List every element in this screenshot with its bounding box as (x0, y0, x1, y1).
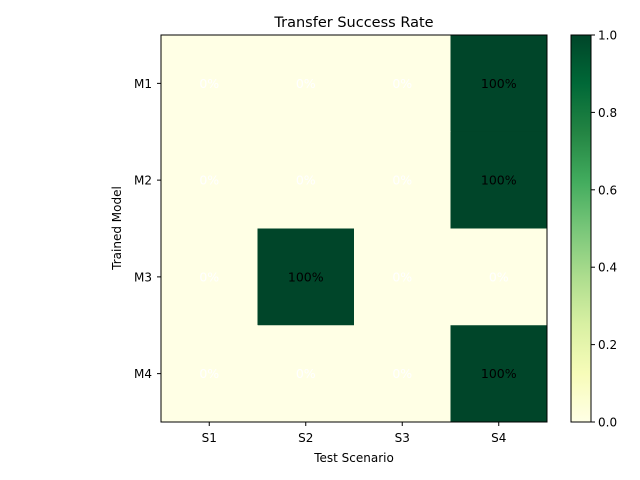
cell-value-label: 0% (296, 76, 316, 91)
colorbar-tick-label: 0.2 (598, 338, 617, 352)
colorbar-tick-label: 0.0 (598, 416, 617, 430)
heatmap-cell-M1-S4 (450, 35, 548, 133)
cell-value-label: 100% (481, 366, 517, 381)
x-tick-label: S1 (202, 431, 217, 445)
heatmap-cell-M3-S4 (450, 228, 548, 326)
cell-value-label: 0% (392, 366, 412, 381)
heatmap-cell-M4-S1 (161, 325, 258, 423)
y-tick-label: M1 (134, 77, 152, 91)
cell-value-label: 0% (392, 269, 412, 284)
cell-value-label: 0% (199, 173, 219, 188)
x-tick-label: S2 (298, 431, 313, 445)
heatmap-cell-M1-S1 (161, 35, 258, 133)
y-tick-label: M4 (134, 367, 152, 381)
cell-value-label: 0% (296, 173, 316, 188)
heatmap-cell-M2-S3 (354, 131, 451, 229)
cell-value-label: 100% (481, 76, 517, 91)
cell-value-label: 0% (489, 269, 509, 284)
heatmap-cell-M4-S4 (450, 325, 548, 423)
cell-value-label: 0% (199, 269, 219, 284)
x-tick-label: S3 (395, 431, 410, 445)
heatmap-cell-M2-S4 (450, 131, 548, 229)
heatmap-cell-M2-S2 (257, 131, 355, 229)
x-axis-label: Test Scenario (313, 451, 394, 465)
heatmap-cell-M4-S3 (354, 325, 451, 423)
x-tick-label: S4 (491, 431, 506, 445)
y-tick-label: M2 (134, 174, 152, 188)
plot-frame (160, 34, 548, 423)
colorbar-tick-label: 0.8 (598, 106, 617, 120)
heatmap-cell-M3-S1 (161, 228, 258, 326)
cell-value-label: 0% (392, 173, 412, 188)
chart-title: Transfer Success Rate (273, 15, 433, 31)
y-axis-ticks: M1 M2 M3 M4 (134, 77, 161, 381)
cell-value-label: 0% (199, 366, 219, 381)
colorbar-tick-label: 1.0 (598, 29, 617, 43)
colorbar-tick-label: 0.6 (598, 183, 617, 197)
heatmap-cell-M2-S1 (161, 131, 258, 229)
heatmap-cells: 0% 0% 0% 100% 0% 0% 0% 100% 0% 100% 0% 0% 0% 0% 0% 100% (161, 35, 548, 423)
colorbar-ticks: 0.0 0.2 0.4 0.6 0.8 1.0 (591, 29, 617, 430)
x-axis-ticks: S1 S2 S3 S4 (202, 422, 506, 445)
y-tick-label: M3 (134, 270, 152, 284)
cell-value-label: 0% (296, 366, 316, 381)
cell-value-label: 0% (392, 76, 412, 91)
heatmap-cell-M1-S2 (257, 35, 355, 133)
y-axis-label: Trained Model (110, 186, 124, 271)
heatmap-cell-M1-S3 (354, 35, 451, 133)
heatmap-cell-M4-S2 (257, 325, 355, 423)
cell-value-label: 100% (288, 269, 324, 284)
colorbar (570, 34, 592, 423)
heatmap-cell-M3-S2 (257, 228, 355, 326)
cell-value-label: 0% (199, 76, 219, 91)
colorbar-tick-label: 0.4 (598, 261, 617, 275)
heatmap-cell-M3-S3 (354, 228, 451, 326)
cell-value-label: 100% (481, 173, 517, 188)
